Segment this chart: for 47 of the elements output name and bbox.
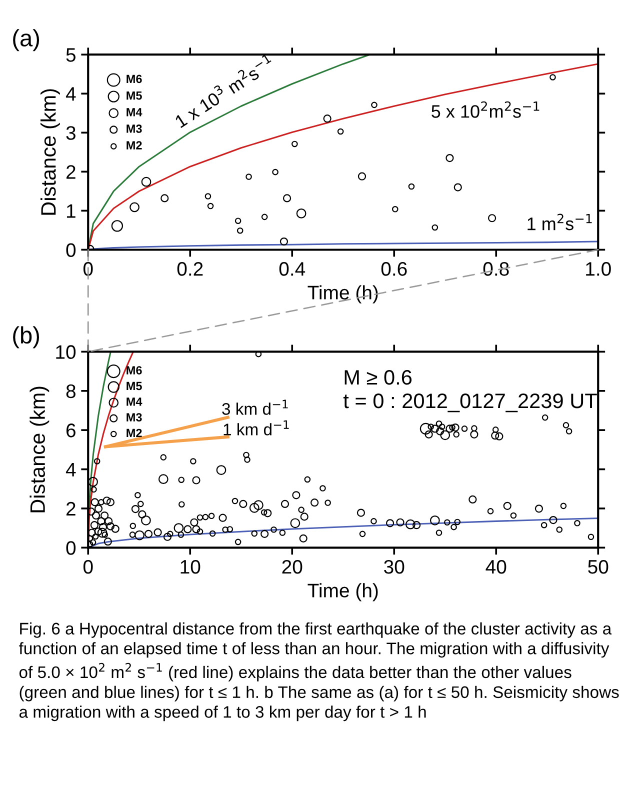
- x-axis-title: Time (h): [308, 583, 378, 602]
- y-tick-label: 3: [66, 126, 76, 140]
- x-tick-label: 0.6: [381, 262, 407, 276]
- x-tick-label: 10: [180, 560, 200, 574]
- annotation: 3 km d$^{−1}$: [222, 400, 288, 415]
- chart-title: (a): [13, 29, 40, 52]
- x-tick-label: 0.4: [279, 262, 306, 276]
- chart-title: (b): [13, 326, 40, 348]
- x-tick-label: 50: [588, 560, 608, 574]
- y-axis-title: Distance (km): [30, 386, 50, 512]
- legend-label: M4: [126, 398, 142, 406]
- y-tick-label: 4: [66, 462, 76, 476]
- y-tick-label: 2: [66, 502, 76, 516]
- legend-label: M2: [126, 141, 142, 150]
- legend-label: M2: [126, 428, 142, 438]
- y-axis-title: Distance (km): [40, 89, 60, 215]
- x-tick-label: 0: [83, 560, 93, 574]
- y-tick-label: 1: [66, 204, 76, 218]
- x-tick-label: 0: [83, 262, 93, 276]
- legend-label: M6: [126, 366, 142, 374]
- y-tick-label: 10: [56, 345, 76, 359]
- y-tick-label: 2: [66, 165, 76, 179]
- legend-label: M3: [126, 413, 142, 422]
- y-tick-label: 4: [66, 87, 76, 101]
- annotation: 1 m$^{2}$s$^{−1}$: [528, 214, 592, 230]
- annotation: M ≥ 0.6: [344, 370, 412, 385]
- y-tick-label: 6: [66, 424, 76, 438]
- annotation: 1 x 10$^{3}$ m$^{2}$s$^{−1}$: [172, 53, 276, 128]
- legend-label: M3: [126, 124, 142, 133]
- x-tick-label: 20: [282, 560, 302, 574]
- legend-label: M6: [126, 74, 142, 84]
- y-tick-label: 5: [66, 48, 76, 62]
- text: Fig. 6 a Hypocentral distance from the first earthquake of the cluster activity as a function of an elapsed time t of less than an hour. The migration with a diffusivity of 5.0 × 10$^{2}$ m$^{2}$ s$^{−1}$ (red line) explains the data better than the other values (green and blue lines) for t ≤ 1 h. b The same as (a) for t ≤ 50 h. Seismicity shows a migration with a speed of 1 to 3 km per day for t > 1 h: [18, 622, 619, 722]
- x-tick-label: 40: [486, 560, 506, 574]
- x-tick-label: 1.0: [586, 262, 611, 276]
- x-axis-title: Time (h): [308, 285, 378, 304]
- legend-label: M5: [126, 382, 142, 390]
- legend-label: M4: [126, 108, 142, 116]
- legend-label: M5: [126, 91, 142, 100]
- annotation: 5 x 10$^{2}$m$^{2}$s$^{−1}$: [432, 101, 540, 118]
- x-tick-label: 30: [384, 560, 404, 574]
- y-tick-label: 0: [66, 541, 76, 555]
- x-tick-label: 0.2: [177, 262, 203, 276]
- y-tick-label: 0: [66, 243, 76, 257]
- annotation: t = 0 : 2012_0127_2239 UT: [343, 393, 597, 412]
- annotation: 1 km d$^{−1}$: [224, 420, 289, 436]
- y-tick-label: 8: [66, 384, 76, 398]
